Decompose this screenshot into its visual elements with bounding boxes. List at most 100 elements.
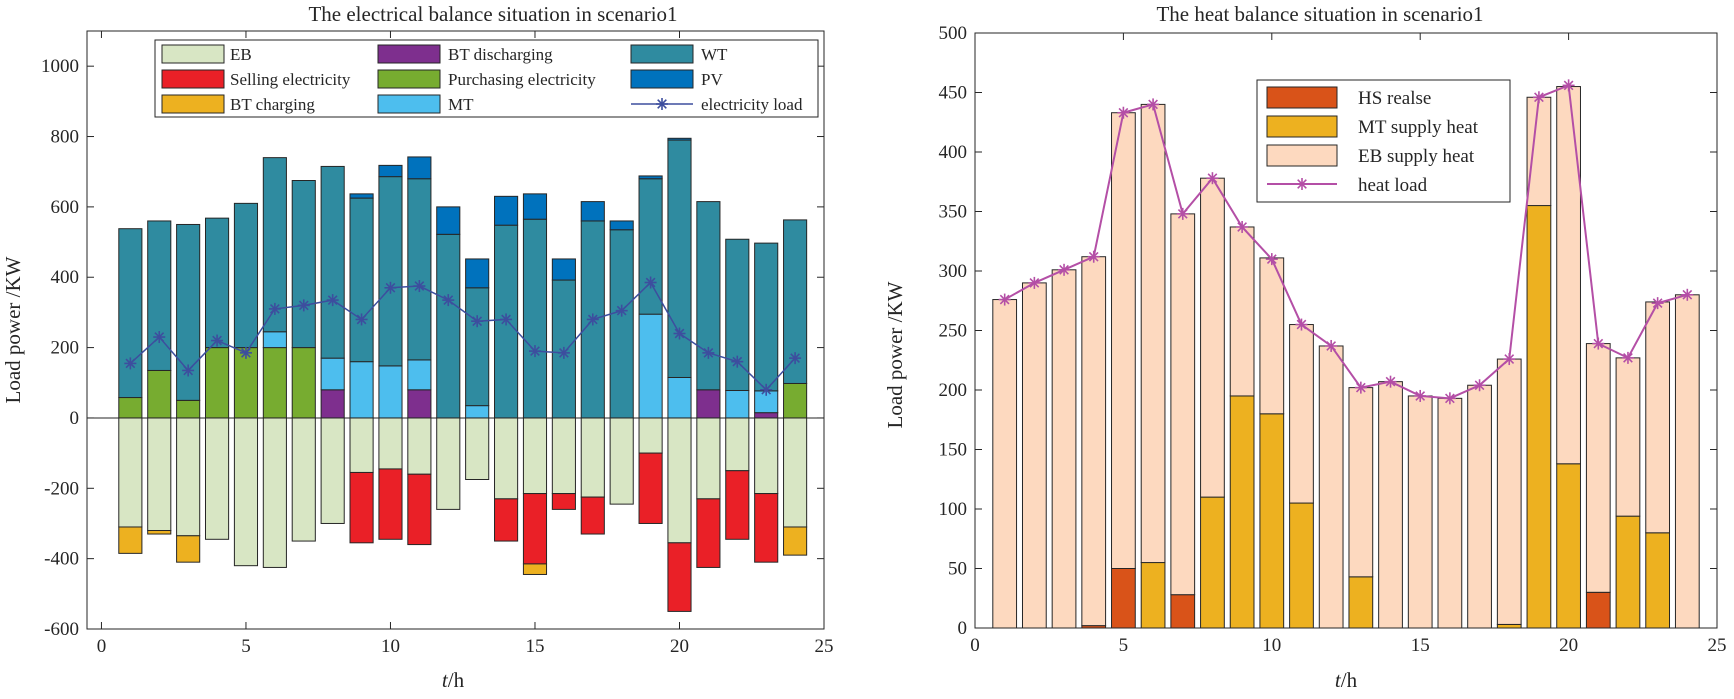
bar-segment-eb: [262, 417, 287, 568]
bar-segment-pv: [667, 137, 692, 141]
load-line-marker-d2: [1682, 289, 1693, 300]
bar-segment-eb-supply-heat: [1585, 343, 1611, 593]
legend-swatch: [161, 69, 225, 89]
bar-segment-wt: [378, 176, 403, 367]
bar-segment-eb: [233, 417, 259, 567]
x-tick-label: 5: [1119, 635, 1129, 656]
bar-segment-wt: [522, 218, 548, 419]
load-line-marker-d2: [501, 314, 511, 325]
x-axis-label-var: t: [1335, 668, 1342, 692]
bar-segment-eb-supply-heat: [1111, 112, 1136, 569]
bar-segment-wt: [118, 228, 143, 399]
load-line-marker: [268, 302, 281, 315]
bar-segment-mt-supply-heat: [1200, 496, 1225, 629]
load-line-marker: [1384, 375, 1397, 388]
y-axis-label: Load power /KW: [883, 281, 907, 428]
bar-segment-eb: [551, 417, 576, 495]
x-tick-label: 20: [670, 636, 689, 657]
bar-segment-pv: [580, 201, 605, 222]
load-line-marker: [644, 276, 657, 289]
load-line-marker: [1651, 297, 1664, 310]
bar-segment-eb: [118, 417, 143, 528]
load-line-marker-d2: [1444, 393, 1455, 404]
y-tick-label: 0: [958, 618, 968, 639]
load-line-marker-d2: [1355, 382, 1366, 393]
bar-stacks: [118, 137, 808, 612]
bar-segment-wt: [783, 219, 808, 384]
load-line-marker-d2: [443, 295, 454, 305]
bar-segment-eb: [320, 417, 345, 524]
bar-segment-mt-supply-heat: [1289, 502, 1314, 629]
legend-label: Purchasing electricity: [448, 70, 596, 89]
bar-segment-wt: [349, 197, 374, 363]
legend-item: Selling electricity: [161, 69, 351, 89]
bar-segment-wt: [147, 220, 172, 371]
chart-title: The heat balance situation in scenario1: [1156, 2, 1483, 26]
bar-segment-mt: [725, 390, 750, 419]
load-line-marker-d2: [790, 353, 800, 364]
bar-segment-eb: [378, 417, 403, 470]
y-tick-label: 300: [939, 261, 968, 282]
bar-segment-selling-electricity: [551, 493, 576, 510]
legend-swatch: [377, 94, 441, 114]
legend-item: Purchasing electricity: [377, 69, 596, 89]
legend-label: EB supply heat: [1358, 146, 1475, 167]
bar-segment-purchasing-electricity: [118, 397, 143, 419]
load-line-marker: [182, 364, 195, 377]
bar-segment-mt-supply-heat: [1140, 562, 1166, 629]
x-axis-label: t/h: [442, 668, 465, 692]
bar-segment-mt-supply-heat: [1556, 463, 1581, 629]
bar-segment-eb-supply-heat: [1378, 381, 1403, 629]
bar-segment-eb: [349, 417, 374, 473]
load-line-marker-d2: [1118, 107, 1129, 118]
bar-segment-eb: [407, 417, 432, 475]
bar-segment-bt-discharging: [696, 389, 721, 419]
load-line-marker-d2: [385, 282, 396, 293]
load-line-marker: [731, 355, 744, 368]
bar-segment-mt: [638, 313, 663, 419]
x-tick-label: 10: [381, 636, 400, 657]
bar-segment-eb: [522, 417, 548, 495]
x-tick-label: 25: [1708, 635, 1727, 656]
y-tick-label: -400: [44, 549, 79, 570]
y-tick-label: 200: [939, 380, 968, 401]
load-line-marker: [355, 313, 368, 326]
load-line-marker-d2: [212, 335, 222, 346]
bar-segment-eb: [580, 417, 605, 498]
x-tick-label: 0: [97, 636, 107, 657]
bar-segment-eb: [436, 417, 461, 510]
bar-segment-selling-electricity: [378, 468, 403, 540]
legend-swatch: [377, 69, 441, 89]
legend-label: PV: [701, 70, 723, 89]
bar-segment-wt: [291, 180, 316, 349]
bar-segment-purchasing-electricity: [176, 399, 201, 419]
bar-segment-eb-supply-heat: [1140, 103, 1166, 564]
load-line-marker: [1117, 106, 1130, 119]
legend-item: HS realse: [1266, 86, 1431, 109]
x-tick-label: 15: [525, 636, 544, 657]
bar-segment-pv: [551, 258, 576, 281]
bar-segment-wt: [320, 165, 345, 359]
load-line-marker: [1325, 339, 1338, 352]
load-line-marker-d2: [1563, 80, 1574, 91]
bar-segment-mt-supply-heat: [1496, 623, 1522, 629]
load-line-marker-d2: [732, 356, 743, 367]
bar-segment-bt-discharging: [320, 389, 345, 419]
bar-segment-purchasing-electricity: [147, 369, 172, 419]
legend-swatch: [161, 94, 225, 114]
bar-segment-eb-supply-heat: [1170, 213, 1196, 596]
bar-segment-eb: [176, 417, 201, 537]
bar-segment-bt-charging: [176, 535, 201, 563]
load-line-marker-d2: [530, 346, 540, 356]
load-line-marker-d2: [1088, 251, 1099, 262]
load-line-marker: [557, 346, 570, 359]
load-line-marker: [528, 345, 541, 358]
legend-label: electricity load: [701, 95, 803, 114]
legend-item: BT discharging: [377, 44, 553, 64]
bar-segment-eb-supply-heat: [1021, 282, 1047, 629]
load-line-marker: [384, 281, 397, 294]
bar-segment-eb-supply-heat: [1289, 324, 1314, 504]
load-line-marker: [1265, 253, 1278, 266]
bar-segment-mt: [378, 365, 403, 419]
bar-segment-pv: [494, 195, 519, 226]
